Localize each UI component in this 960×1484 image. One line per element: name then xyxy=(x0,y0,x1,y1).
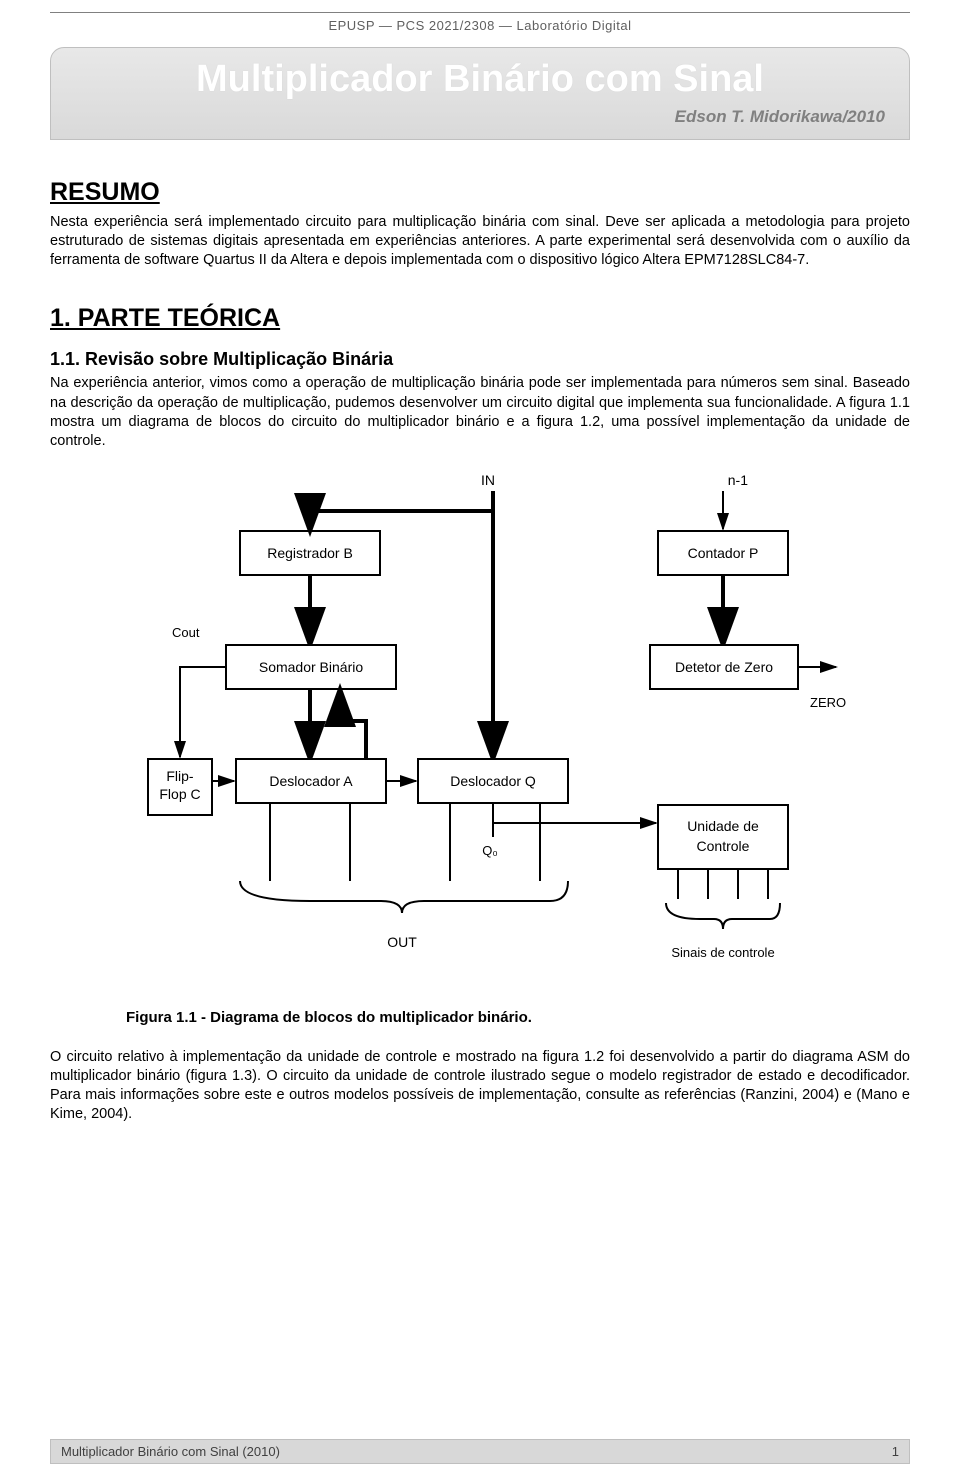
block-diagram-svg: IN Registrador B n-1 Contador P Detetor … xyxy=(110,461,850,991)
top-rule xyxy=(50,12,910,13)
label-uc-1: Unidade de xyxy=(687,818,759,834)
label-zero: ZERO xyxy=(810,695,846,710)
paragraph-after-figure: O circuito relativo à implementação da u… xyxy=(50,1048,910,1125)
running-header: EPUSP — PCS 2021/2308 — Laboratório Digi… xyxy=(50,0,910,33)
figure-1-1: IN Registrador B n-1 Contador P Detetor … xyxy=(50,461,910,991)
label-contador-p: Contador P xyxy=(688,545,759,561)
label-sinais-controle: Sinais de controle xyxy=(671,945,774,960)
box-unidade-controle xyxy=(658,805,788,869)
section-1-heading: 1. PARTE TEÓRICA xyxy=(50,304,910,333)
resumo-heading: RESUMO xyxy=(50,178,910,207)
page-title: Multiplicador Binário com Sinal xyxy=(75,58,885,101)
title-banner: Multiplicador Binário com Sinal Edson T.… xyxy=(50,47,910,140)
label-detetor-zero: Detetor de Zero xyxy=(675,659,773,675)
label-registrador-b: Registrador B xyxy=(267,545,353,561)
section-1-1-text: Na experiência anterior, vimos como a op… xyxy=(50,374,910,451)
label-cout: Cout xyxy=(172,625,200,640)
footer-bar: Multiplicador Binário com Sinal (2010) 1 xyxy=(50,1439,910,1464)
section-1-1-heading: 1.1. Revisão sobre Multiplicação Binária xyxy=(50,349,910,370)
label-uc-2: Controle xyxy=(697,838,750,854)
page: EPUSP — PCS 2021/2308 — Laboratório Digi… xyxy=(0,0,960,1484)
footer-page-number: 1 xyxy=(892,1444,899,1459)
label-deslocador-q: Deslocador Q xyxy=(450,773,536,789)
label-deslocador-a: Deslocador A xyxy=(269,773,353,789)
resumo-text: Nesta experiência será implementado circ… xyxy=(50,213,910,270)
label-ffc-1: Flip- xyxy=(166,768,194,784)
label-in: IN xyxy=(481,472,495,488)
footer-left: Multiplicador Binário com Sinal (2010) xyxy=(61,1444,280,1459)
label-q0: Q₀ xyxy=(482,843,498,858)
label-n-minus-1: n-1 xyxy=(728,472,748,488)
label-ffc-2: Flop C xyxy=(159,786,200,802)
figure-1-1-caption: Figura 1.1 - Diagrama de blocos do multi… xyxy=(126,1009,910,1026)
label-out: OUT xyxy=(387,934,417,950)
author-line: Edson T. Midorikawa/2010 xyxy=(75,107,885,127)
label-somador: Somador Binário xyxy=(259,659,363,675)
